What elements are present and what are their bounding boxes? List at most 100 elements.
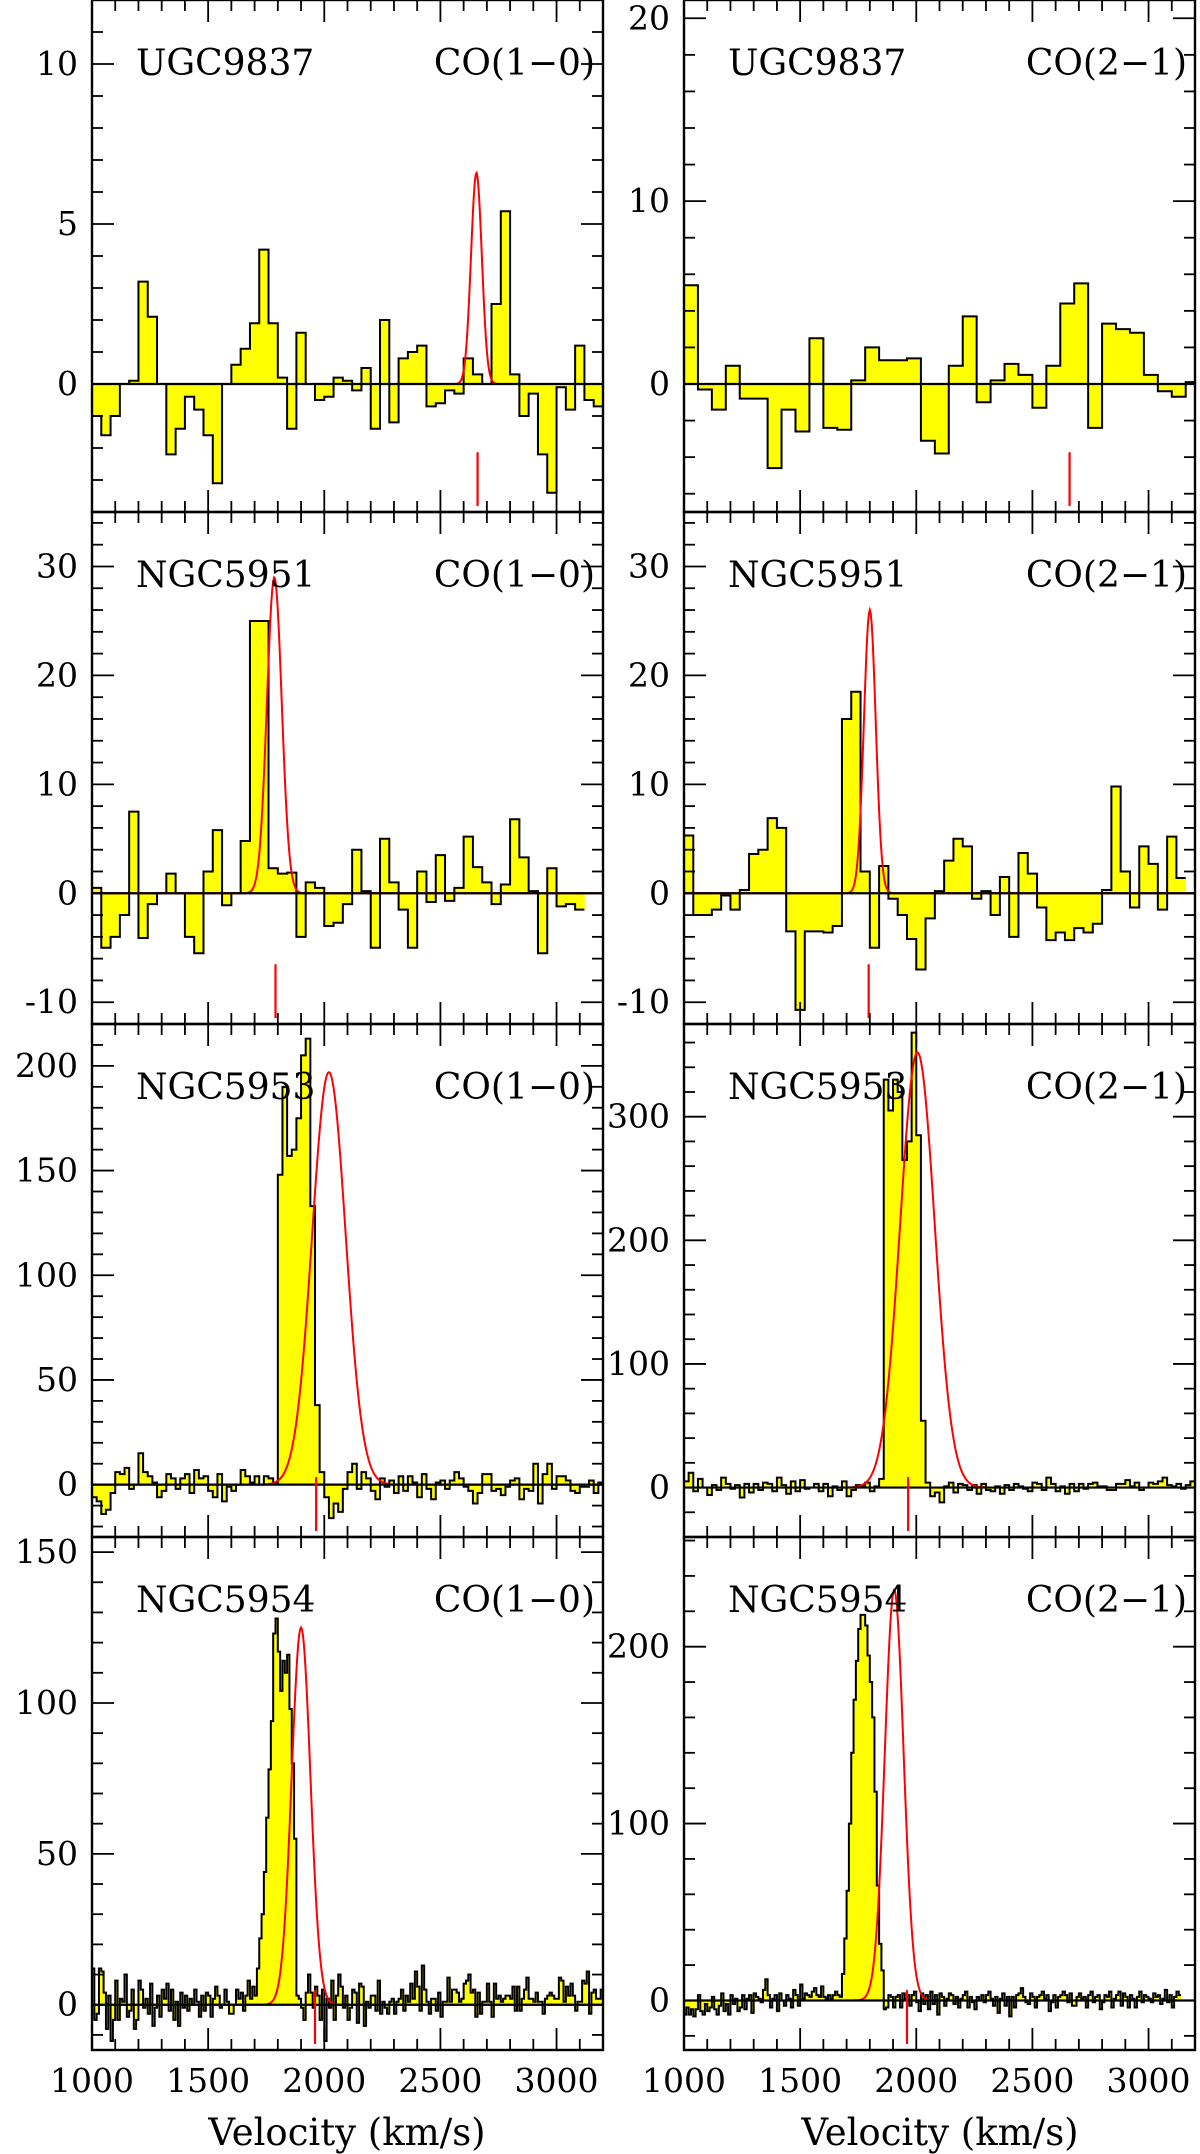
panel-3-right-bin [1050, 1483, 1057, 1488]
panel-3-right-bin [1009, 1487, 1015, 1491]
panel-2-right-bin [1037, 893, 1047, 908]
panel-3-left-bin [105, 1484, 111, 1510]
panel-4-left-bin [138, 1980, 142, 2005]
panel-1-left-bin [342, 380, 353, 384]
panel-2-left-bin [380, 838, 390, 894]
panel-2-right-bin [776, 827, 787, 894]
panel-4-right-bin [1116, 1995, 1119, 2001]
panel-3-left-bin [319, 1472, 325, 1485]
panel-1-right-spectrum-outline [684, 282, 1195, 470]
panel-2-left-bin [147, 893, 158, 905]
panel-3-right-galaxy-name: NGC5953 [728, 1067, 907, 1108]
panel-4-left-bin [551, 1995, 555, 2005]
panel-4-left-bin [461, 1998, 465, 2005]
panel-3-right-bin [930, 1487, 936, 1497]
panel-4-right-bin [860, 1614, 864, 2001]
panel-2-left-bin [426, 893, 437, 902]
panel-3-right-bin [906, 1141, 913, 1488]
panel-4-left-bin [133, 2004, 137, 2029]
panel-1-left-bin [203, 384, 214, 436]
panel-3-left-bin [366, 1478, 372, 1485]
x-axis-title-right: Velocity (km/s) [800, 2111, 1078, 2154]
panel-4-right-plot-area [684, 1588, 1195, 2044]
panel-3-right-bin [790, 1481, 796, 1488]
panel-3-right-bin [1041, 1487, 1047, 1491]
panel-2-left-plot-area [92, 575, 603, 1018]
panel-4-left-bin [245, 1995, 249, 2005]
panel-1-right-bin [906, 358, 922, 384]
panel-3-right-bin [818, 1487, 824, 1492]
panel-1-left-bin [389, 384, 399, 423]
panel-1-left-bin [194, 384, 204, 410]
panel-1-left-bin [138, 281, 149, 384]
panel-4-left-bin [500, 2001, 504, 2005]
panel-2-right-bin [999, 876, 1010, 894]
panel-4-right-bin [962, 1995, 966, 2001]
panel-2-right-bin [1120, 871, 1131, 894]
panel-4-left-gaussian-fit [92, 1625, 603, 2006]
panel-3-left-bin [222, 1484, 228, 1502]
panel-3-right-bin [1037, 1483, 1043, 1488]
panel-2-left-bin [194, 893, 204, 954]
panel-1-right-bin [1157, 384, 1173, 392]
panel-3-left-bin [356, 1484, 362, 1489]
panel-3-left-bin [263, 1476, 269, 1485]
panel-1-right-bin [1074, 283, 1089, 384]
panel-4-right-bin [1178, 1995, 1182, 2001]
panel-1-right-y-tick-label: 0 [649, 364, 670, 403]
panel-3-right-bin [781, 1485, 787, 1488]
panel-4-left-bin [544, 1998, 548, 2005]
panel-3-left-bin [537, 1484, 544, 1504]
panel-4-left-bin [370, 1995, 374, 2005]
panel-2-right-bin [869, 893, 880, 948]
panel-2-left-y-tick-label: 20 [36, 655, 78, 694]
panel-3-right-bin [735, 1485, 741, 1488]
panel-3-left-bin [301, 1055, 307, 1485]
panel-1-left-bin [454, 384, 465, 394]
panel-3-left-bin [124, 1467, 130, 1485]
panel-4-left-bin [579, 2001, 583, 2005]
panel-2-right-y-tick-label: 10 [628, 764, 670, 803]
panel-2-right-bin [897, 893, 908, 916]
panel-4-right-bin [688, 2000, 692, 2015]
panel-1-left-bin [622, 384, 632, 422]
panel-4-left-bin [268, 1769, 272, 2005]
panel-3-right-y-tick-label: 300 [607, 1097, 670, 1136]
panel-3-right-bin [823, 1483, 829, 1488]
panel-3-left-bin [143, 1472, 149, 1485]
panel-1-right-bin [1143, 374, 1159, 384]
panel-1-left-bin [537, 384, 548, 455]
panel-1-right-bin [711, 384, 727, 410]
panel-2-right-bin [1148, 863, 1159, 894]
panel-2-left-bin [370, 893, 381, 948]
panel-4-right-bin [1088, 1995, 1091, 2001]
panel-4-left-bin [301, 2004, 304, 2008]
panel-2-right-bin [1176, 878, 1187, 894]
panel-3-left-bin [472, 1484, 478, 1504]
panel-4-left-bin [352, 1989, 355, 2005]
panel-4-right-bin [1155, 1996, 1159, 2001]
panel-3-left-bin [570, 1484, 576, 1491]
panel-3-right-bin [1069, 1483, 1075, 1488]
panel-2-left-bin [454, 887, 465, 894]
panel-3-left-bin [528, 1484, 534, 1491]
panel-3-right-bin [814, 1483, 820, 1488]
panel-4-left-bin [396, 2001, 399, 2005]
panel-3-left-bin [449, 1480, 455, 1485]
panel-2-right-bin [1167, 836, 1177, 894]
panel-3-left-gaussian-fit [92, 1070, 603, 1486]
panel-1-left-bin [435, 384, 446, 404]
panel-3-left-bin [338, 1484, 344, 1512]
panel-2-left-bin [407, 893, 418, 948]
panel-4-right-line-name: CO(2−1) [1026, 1580, 1187, 1621]
panel-4-right-bin [818, 1996, 822, 2001]
panel-3-right-bin [1074, 1487, 1080, 1492]
panel-4-left-bin [431, 1998, 434, 2005]
panel-4-left-x-tick-label: 2000 [282, 2061, 366, 2100]
panel-2-right-bin [1111, 786, 1122, 894]
panel-3-left-bin [147, 1476, 153, 1485]
panel-4-left-bin [577, 2001, 581, 2005]
panel-3-right-bin [753, 1483, 759, 1488]
panel-3-left-bin [524, 1484, 530, 1489]
panel-4-left-y-tick-label: 150 [15, 1532, 78, 1571]
